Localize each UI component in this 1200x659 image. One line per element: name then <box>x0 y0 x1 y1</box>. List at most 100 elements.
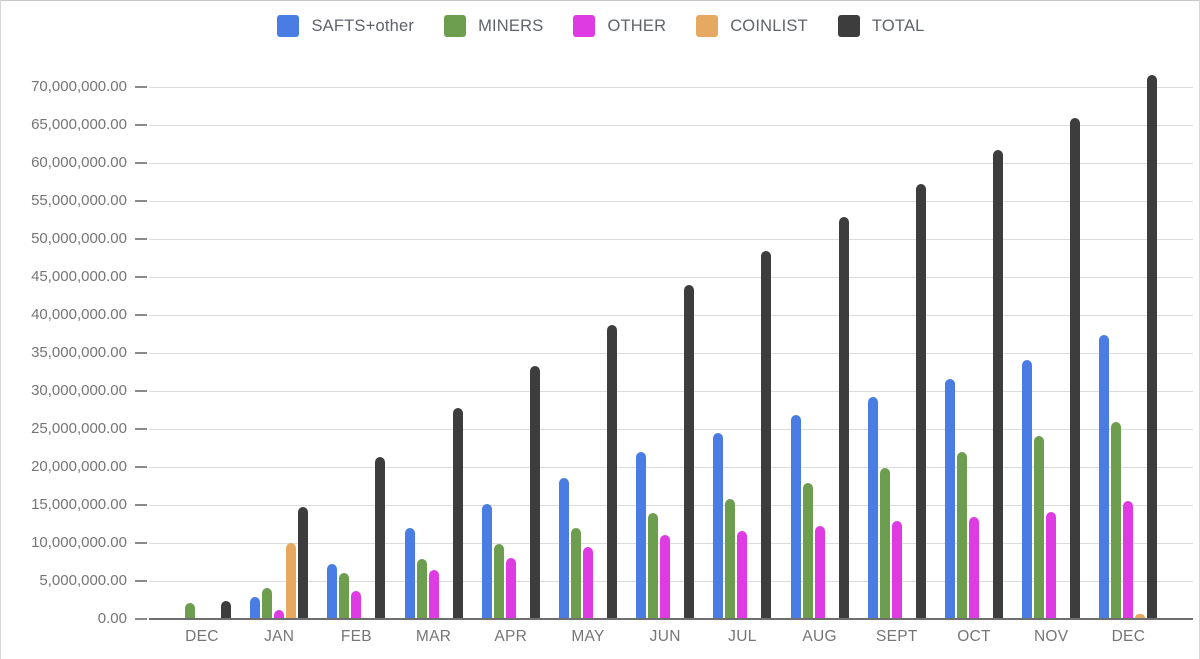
bar-group-mar-3 <box>404 408 463 618</box>
x-axis-tick-label: DEC <box>1111 628 1146 645</box>
y-axis-tick-label: 25,000,000.00 <box>31 420 127 437</box>
bar-miners <box>725 498 736 618</box>
gridline <box>149 581 1193 582</box>
y-axis-tick-label: 70,000,000.00 <box>31 78 127 95</box>
bar-total <box>838 217 849 618</box>
bar-total <box>221 601 231 618</box>
bar-coinlist <box>1135 614 1146 618</box>
bar-miners <box>648 513 659 618</box>
bar-group-dec-12 <box>1099 74 1158 618</box>
y-axis-tick-mark <box>135 504 147 506</box>
legend-item-safts-other: SAFTS+other <box>277 15 414 37</box>
bar-safts-other <box>327 564 338 618</box>
bar-safts-other <box>945 378 955 618</box>
bar-miners <box>262 588 273 618</box>
gridline <box>149 391 1193 392</box>
bar-group-nov-11 <box>1022 117 1081 618</box>
bar-other <box>351 591 362 618</box>
legend-label: SAFTS+other <box>311 16 415 35</box>
bar-group-sept-9 <box>867 184 926 618</box>
gridline <box>149 125 1193 126</box>
legend-item-coinlist: COINLIST <box>696 15 808 37</box>
bar-total <box>993 149 1003 618</box>
bar-safts-other <box>559 478 569 618</box>
gridline <box>149 543 1193 544</box>
bar-other <box>505 557 516 618</box>
bar-safts-other <box>790 415 801 618</box>
bar-other <box>814 526 825 618</box>
legend-label: MINERS <box>478 16 544 35</box>
y-axis-tick-mark <box>135 466 147 468</box>
bar-group-oct-10 <box>945 149 1003 618</box>
bar-miners <box>957 451 967 618</box>
y-axis-tick-mark <box>135 390 147 392</box>
x-axis-line <box>149 618 1193 620</box>
y-axis-tick-mark <box>135 200 147 202</box>
bar-total <box>607 324 617 618</box>
bar-miners <box>493 543 504 618</box>
y-axis-tick-label: 5,000,000.00 <box>39 572 127 589</box>
bar-other <box>891 520 902 618</box>
x-axis-tick-label: JUL <box>728 628 757 645</box>
bar-miners <box>416 559 427 618</box>
y-axis-tick-mark <box>135 124 147 126</box>
x-axis-tick-label: OCT <box>957 628 991 645</box>
y-axis-tick-mark <box>135 618 147 620</box>
bar-group-jul-7 <box>713 250 772 618</box>
x-axis-tick-label: FEB <box>340 628 372 645</box>
bar-miners <box>1111 421 1122 618</box>
bar-group-feb-2 <box>327 456 386 618</box>
y-axis-tick-label: 55,000,000.00 <box>31 192 127 209</box>
gridline <box>149 505 1193 506</box>
bar-miners <box>571 528 581 618</box>
x-axis-tick-label: APR <box>494 628 528 645</box>
gridline <box>149 429 1193 430</box>
y-axis-tick-mark <box>135 86 147 88</box>
x-axis-tick-label: SEPT <box>875 628 918 645</box>
bar-group-dec-0 <box>173 601 231 618</box>
bar-miners <box>879 467 890 618</box>
bar-coinlist <box>286 542 297 618</box>
bar-safts-other <box>481 504 492 618</box>
bar-other <box>1046 512 1057 618</box>
y-axis-tick-label: 40,000,000.00 <box>31 306 127 323</box>
y-axis-tick-mark <box>135 428 147 430</box>
bar-total <box>452 408 463 618</box>
bar-total <box>1070 117 1081 618</box>
x-axis-tick-label: NOV <box>1033 628 1069 645</box>
bar-safts-other <box>713 433 724 618</box>
bar-other <box>660 535 671 618</box>
y-axis-tick-mark <box>135 238 147 240</box>
bar-other <box>274 610 285 618</box>
gridline <box>149 467 1193 468</box>
y-axis-tick-label: 65,000,000.00 <box>31 116 127 133</box>
bar-miners <box>802 482 813 618</box>
bar-group-jan-1 <box>250 507 309 618</box>
legend-item-miners: MINERS <box>444 15 543 37</box>
bar-other <box>428 570 439 618</box>
y-axis-tick-mark <box>135 276 147 278</box>
bar-miners <box>1034 436 1045 618</box>
bar-group-jun-6 <box>636 285 695 618</box>
bar-group-may-5 <box>559 324 617 618</box>
y-axis-tick-label: 60,000,000.00 <box>31 154 127 171</box>
y-axis-tick-label: 35,000,000.00 <box>31 344 127 361</box>
gridline <box>149 315 1193 316</box>
y-axis-tick-label: 0.00 <box>97 610 127 627</box>
y-axis-tick-mark <box>135 542 147 544</box>
bar-total <box>915 184 926 618</box>
x-axis-tick-label: JAN <box>264 628 295 645</box>
y-axis-tick-mark <box>135 162 147 164</box>
gridline <box>149 239 1193 240</box>
bar-total <box>298 507 309 618</box>
bar-total <box>1147 74 1158 618</box>
bar-safts-other <box>1099 335 1110 618</box>
x-axis-tick-label: DEC <box>185 628 219 645</box>
bar-safts-other <box>1022 359 1033 618</box>
legend-swatch-icon <box>444 15 467 37</box>
legend-label: OTHER <box>607 16 667 35</box>
bar-miners <box>339 573 350 618</box>
y-axis-tick-label: 20,000,000.00 <box>31 458 127 475</box>
x-axis-tick-label: AUG <box>802 628 837 645</box>
